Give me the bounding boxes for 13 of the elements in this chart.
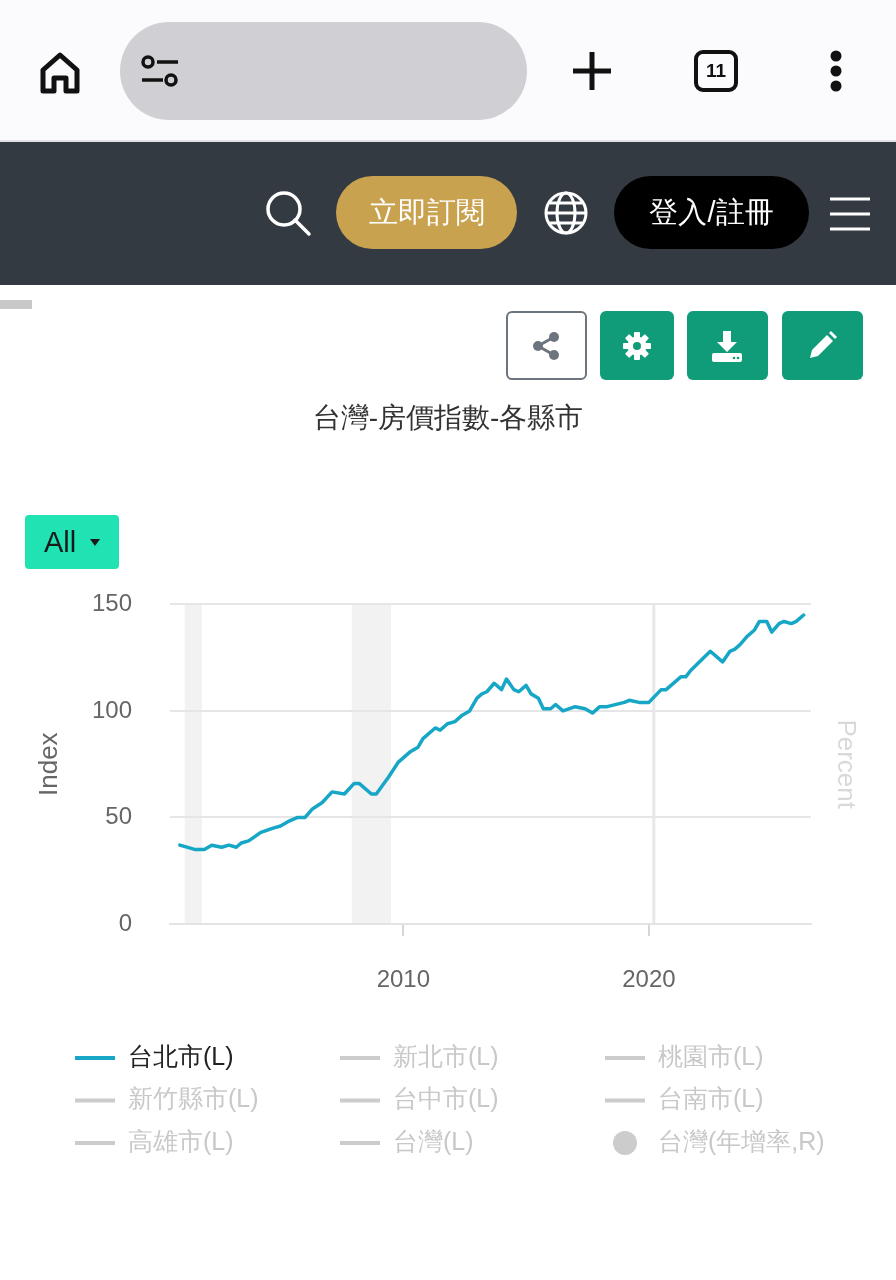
x-tick-label: 2020 [622, 965, 676, 993]
chart-title: 台灣-房價指數-各縣市 [311, 401, 585, 435]
tabs-icon: 11 [694, 50, 738, 92]
y-tick-label: 100 [91, 695, 132, 723]
y-tick-label: 150 [91, 589, 132, 617]
text: All [44, 525, 77, 560]
y-tick-label: 0 [118, 908, 132, 936]
y-tick-label: 50 [105, 802, 132, 830]
y-axis-title: Index [32, 732, 63, 796]
x-tick-label: 2010 [376, 965, 431, 993]
text: 登入/註冊 [649, 194, 774, 230]
text: 立即訂閱 [368, 194, 485, 230]
legend-label: 台北市(L) [128, 1041, 234, 1070]
